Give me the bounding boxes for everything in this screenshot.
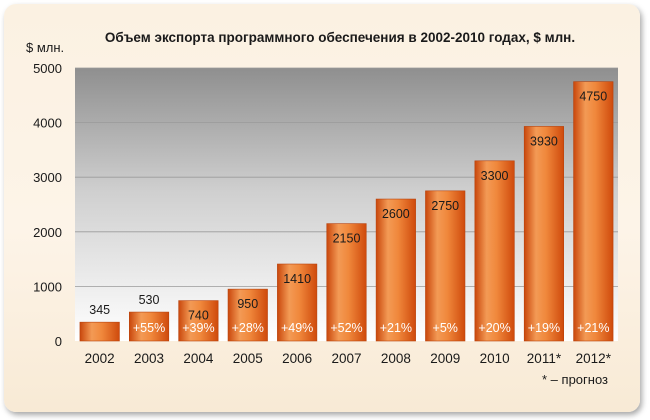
- growth-label: +28%: [232, 321, 264, 335]
- growth-label: +49%: [281, 321, 313, 335]
- bar-value-label: 3930: [530, 134, 558, 148]
- x-tick-label: 2002: [85, 351, 115, 366]
- bar: [425, 190, 466, 342]
- forecast-footnote: * – прогноз: [542, 372, 608, 387]
- y-tick-label: 5000: [33, 61, 62, 76]
- growth-label: +52%: [330, 321, 362, 335]
- bar: [375, 198, 416, 342]
- x-tick-label: 2006: [282, 351, 312, 366]
- y-tick-label: 1000: [33, 279, 62, 294]
- bar: [523, 126, 565, 342]
- bar-value-label: 345: [89, 303, 110, 317]
- growth-label: +21%: [380, 321, 412, 335]
- x-tick-label: 2012*: [576, 351, 612, 366]
- bar: [79, 321, 120, 342]
- y-axis-ticks: 0 1000 2000 3000 4000 5000: [33, 61, 62, 349]
- growth-label: +55%: [133, 321, 165, 335]
- bar: [277, 263, 318, 342]
- bar-value-label: 4750: [579, 90, 607, 104]
- bar-value-label: 2150: [333, 232, 361, 246]
- bar: [326, 223, 367, 342]
- bar-value-label: 2600: [382, 207, 410, 221]
- bar-value-label: 740: [188, 309, 209, 323]
- x-tick-label: 2008: [381, 351, 411, 366]
- x-tick-label: 2005: [233, 351, 263, 366]
- bar-value-label: 1410: [283, 272, 311, 286]
- growth-label: +21%: [577, 321, 609, 335]
- bar-value-label: 3300: [481, 169, 509, 183]
- bar: [178, 300, 219, 342]
- x-tick-label: 2011*: [527, 351, 562, 366]
- growth-label: +19%: [528, 321, 560, 335]
- bar: [129, 311, 170, 342]
- y-tick-label: 3000: [33, 170, 62, 185]
- y-tick-label: 0: [55, 334, 62, 349]
- bar-value-label: 2750: [431, 199, 459, 213]
- chart-title: Объем экспорта программного обеспечения …: [105, 30, 575, 45]
- x-tick-label: 2007: [331, 351, 361, 366]
- growth-label: +20%: [478, 321, 510, 335]
- y-tick-label: 2000: [33, 225, 62, 240]
- y-tick-label: 4000: [33, 116, 62, 131]
- bar: [474, 160, 515, 342]
- x-tick-label: 2004: [183, 351, 214, 366]
- x-tick-label: 2010: [480, 351, 510, 366]
- bar-value-label: 530: [139, 293, 160, 307]
- x-tick-label: 2003: [134, 351, 164, 366]
- x-axis-ticks: 2002 2003 2004 2005 2006 2007 2008 2009 2010 2011…: [85, 351, 612, 366]
- x-tick-label: 2009: [430, 351, 460, 366]
- growth-label: +5%: [433, 321, 458, 335]
- y-axis-unit-label: $ млн.: [26, 40, 64, 55]
- bar-value-label: 950: [237, 297, 258, 311]
- bar: [227, 288, 268, 342]
- bars: 345 530 +55% 740+39% 950 +28% 1410 +49% 2150 +52%…: [79, 81, 614, 342]
- growth-label: +39%: [182, 321, 214, 335]
- bar: [573, 81, 614, 342]
